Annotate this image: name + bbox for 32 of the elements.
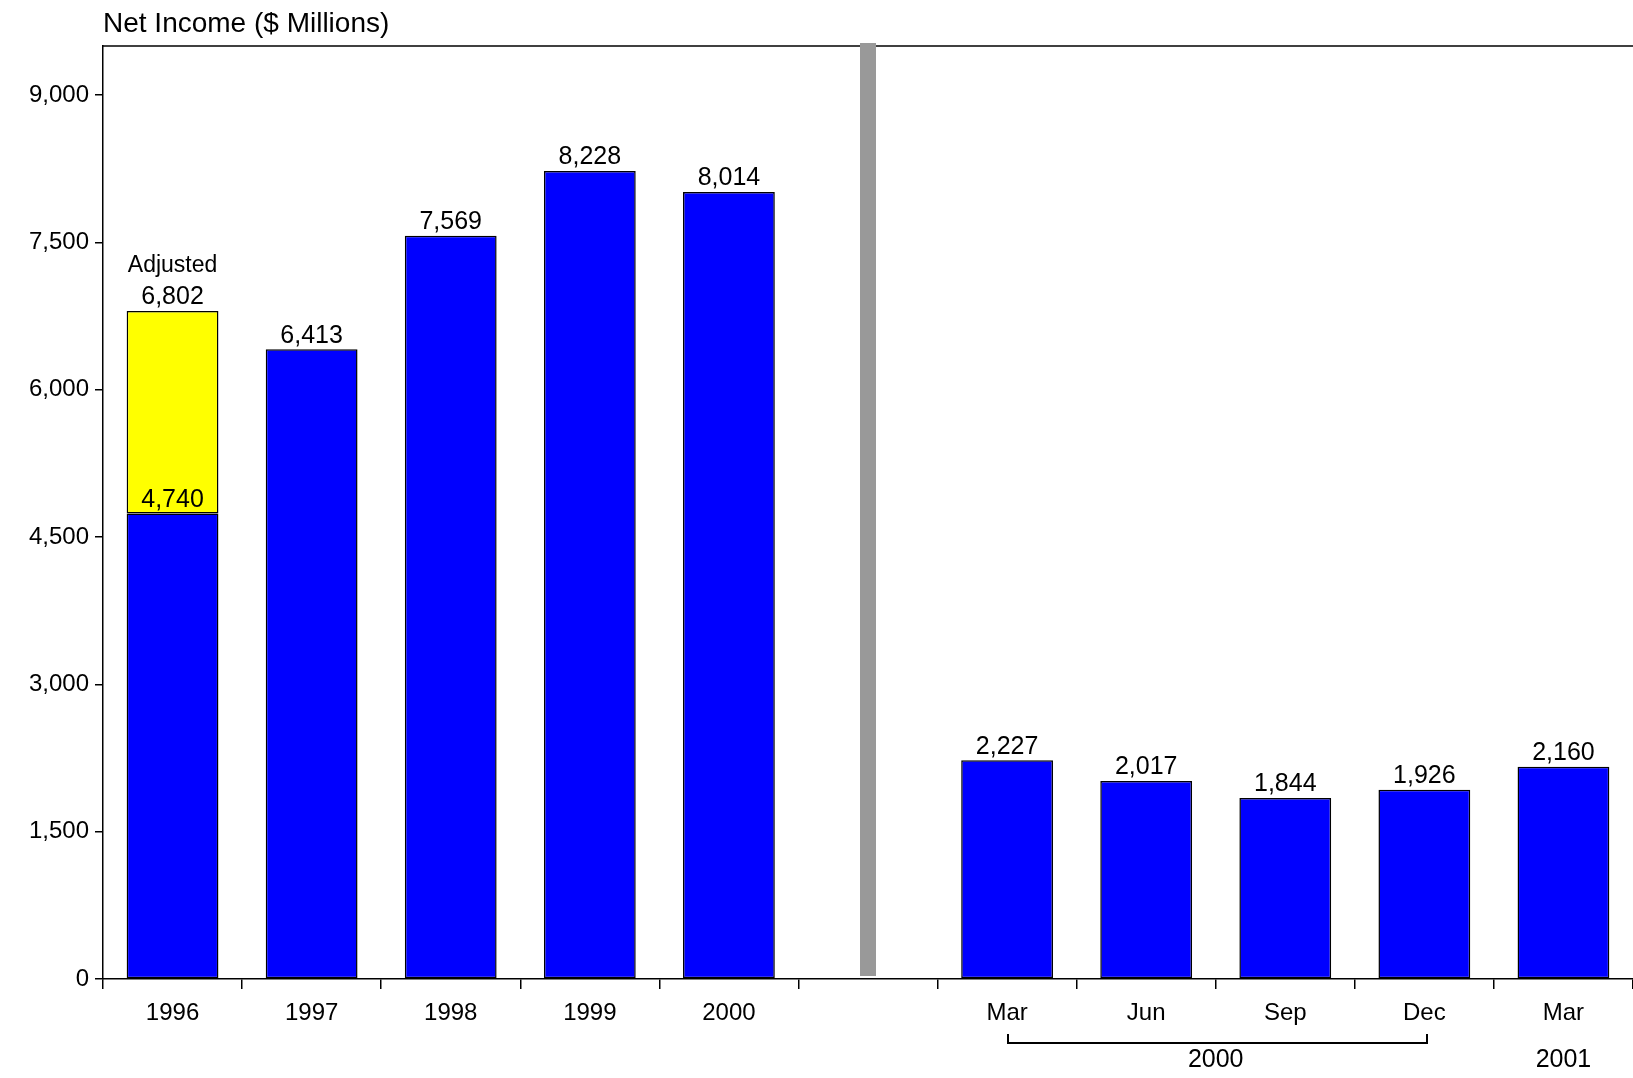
- y-tick-label: 6,000: [28, 374, 89, 402]
- total-label: 2,017: [1114, 751, 1178, 780]
- total-label: 6,413: [280, 319, 343, 348]
- total-label: 2,227: [975, 730, 1039, 759]
- x-tick-label: Jun: [1126, 998, 1166, 1026]
- y-tick-label: 1,500: [28, 816, 89, 844]
- y-tick-label: 0: [75, 963, 89, 991]
- x-tick-label: 1999: [563, 998, 617, 1026]
- text: 2000: [1187, 1044, 1244, 1073]
- y-tick-label: 7,500: [28, 227, 89, 255]
- y-tick-label: 3,000: [28, 668, 89, 696]
- y-tick-label: 4,500: [28, 521, 89, 549]
- total-label: 8,228: [558, 141, 622, 170]
- x-tick-label: Sep: [1263, 998, 1307, 1026]
- x-tick-label: 1997: [284, 998, 339, 1026]
- x-tick-label: Mar: [1542, 998, 1585, 1026]
- total-label: 7,569: [419, 206, 483, 235]
- y-tick-label: 9,000: [28, 79, 89, 107]
- total-label: 2,160: [1532, 737, 1595, 766]
- total-label: 1,926: [1393, 760, 1456, 789]
- total-label: 1,844: [1253, 768, 1317, 797]
- total-label: 6,802: [141, 281, 204, 310]
- x-tick-label: 1996: [145, 998, 200, 1026]
- x-tick-label: 1998: [424, 998, 478, 1026]
- x-tick-label: 2000: [702, 998, 756, 1026]
- annotation: Adjusted: [127, 250, 218, 277]
- y-axis-title: Net Income ($ Millions): [103, 7, 390, 38]
- total-label: 8,014: [697, 162, 761, 191]
- data-label: 4,740: [141, 483, 204, 512]
- text: 2001: [1535, 1044, 1592, 1073]
- x-tick-label: Mar: [986, 998, 1028, 1026]
- x-tick-label: Dec: [1403, 998, 1446, 1026]
